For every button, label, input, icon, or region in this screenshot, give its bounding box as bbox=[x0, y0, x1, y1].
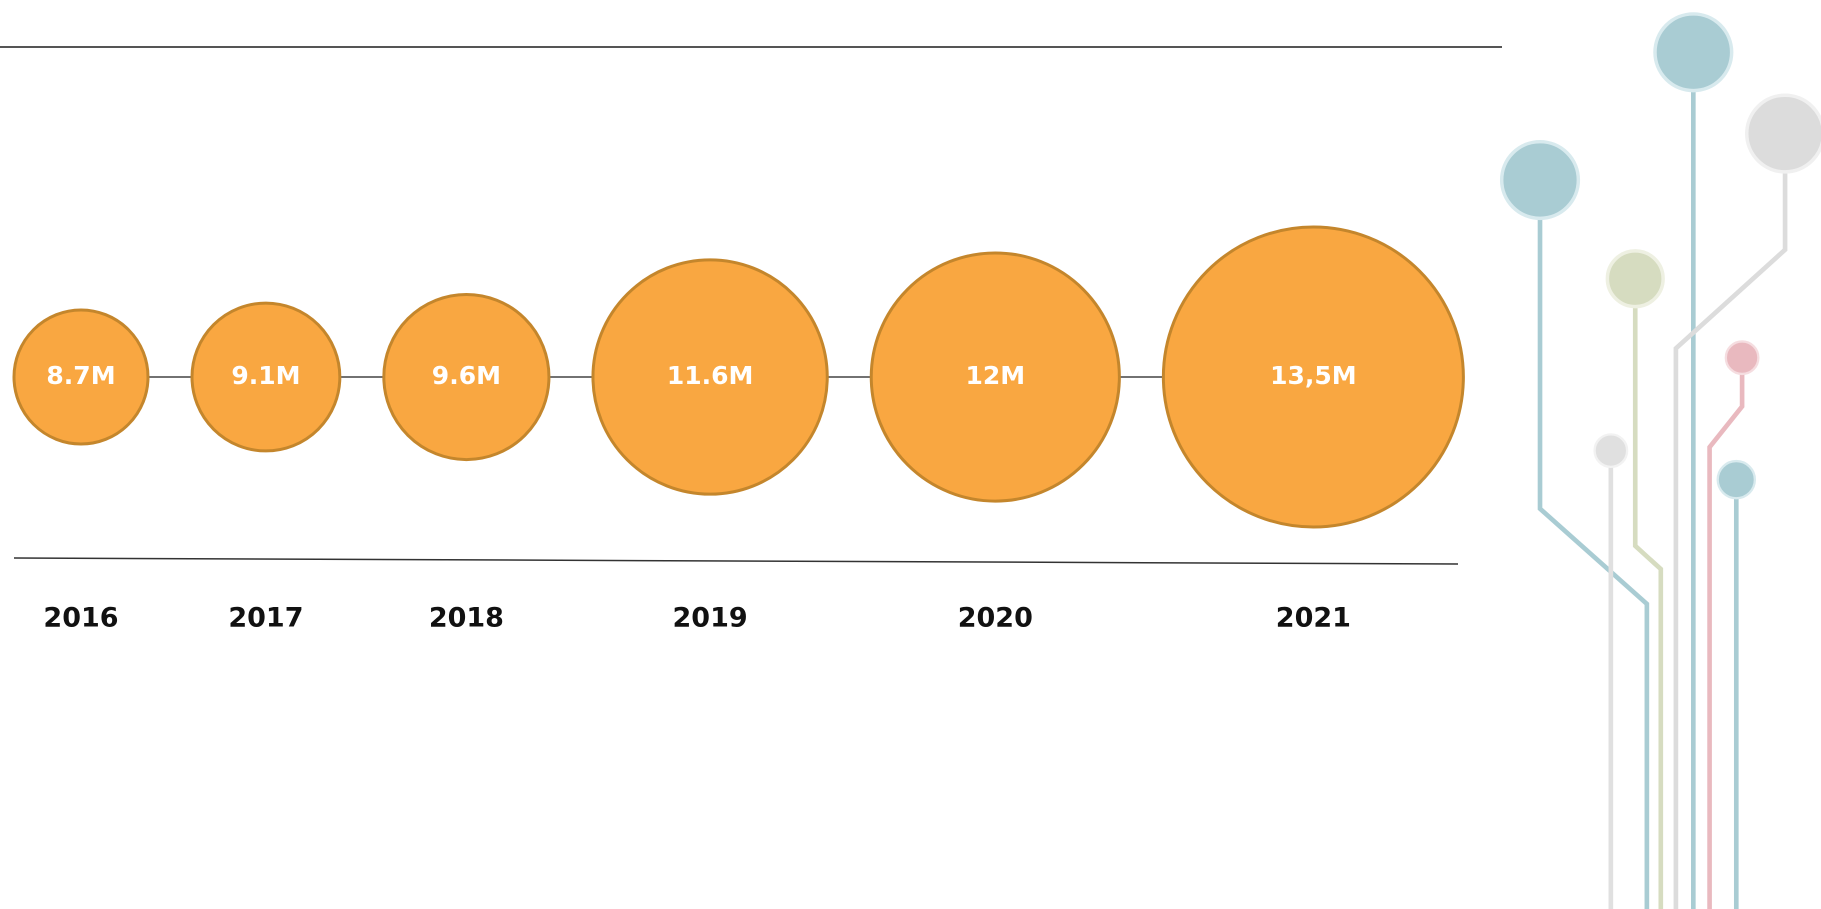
year-label: 2019 bbox=[673, 603, 748, 634]
bubble bbox=[12, 308, 150, 446]
year-label: 2017 bbox=[228, 603, 303, 634]
bubble bbox=[591, 258, 829, 496]
bubble bbox=[869, 251, 1121, 503]
year-label: 2021 bbox=[1276, 603, 1351, 634]
bubble bbox=[382, 292, 551, 462]
bubble bbox=[190, 301, 342, 453]
year-label: 2018 bbox=[429, 603, 504, 634]
baseline-rule bbox=[13, 557, 1459, 565]
chart: 8.7M 2016 9.1M 2017 9.6M 2018 11.6M 2019 12M 2020… bbox=[12, 225, 1465, 634]
bubble bbox=[1161, 225, 1465, 529]
year-label: 2016 bbox=[43, 603, 118, 634]
decoration bbox=[1499, 12, 1821, 909]
bubble-label: 12M bbox=[965, 361, 1025, 390]
bubble-label: 11.6M bbox=[667, 361, 754, 390]
bubble-label: 9.1M bbox=[231, 361, 300, 390]
bubble-label: 9.6M bbox=[432, 361, 501, 390]
bubble-label: 8.7M bbox=[46, 361, 115, 390]
bubble-label: 13,5M bbox=[1270, 361, 1357, 390]
year-label: 2020 bbox=[958, 603, 1033, 634]
